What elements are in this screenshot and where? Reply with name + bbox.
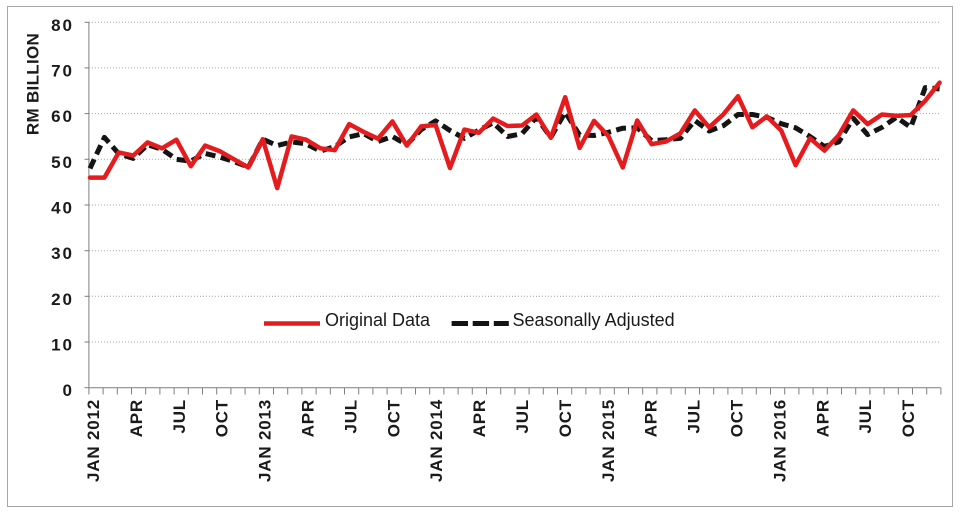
svg-text:JUL: JUL xyxy=(341,399,360,434)
svg-text:Seasonally Adjusted: Seasonally Adjusted xyxy=(513,310,675,330)
svg-text:60: 60 xyxy=(51,107,74,126)
svg-text:OCT: OCT xyxy=(899,399,918,437)
svg-text:JUL: JUL xyxy=(856,399,875,434)
svg-text:JAN 2016: JAN 2016 xyxy=(770,399,789,482)
svg-text:OCT: OCT xyxy=(556,399,575,437)
svg-text:OCT: OCT xyxy=(384,399,403,437)
svg-text:JUL: JUL xyxy=(513,399,532,434)
svg-text:APR: APR xyxy=(813,399,832,437)
svg-text:70: 70 xyxy=(51,61,74,80)
svg-text:JUL: JUL xyxy=(170,399,189,434)
svg-text:OCT: OCT xyxy=(213,399,232,437)
svg-text:10: 10 xyxy=(51,336,74,355)
svg-text:JAN 2013: JAN 2013 xyxy=(256,399,275,482)
svg-text:80: 80 xyxy=(51,16,74,35)
svg-text:JAN 2012: JAN 2012 xyxy=(84,399,103,482)
svg-text:JUL: JUL xyxy=(685,399,704,434)
svg-text:40: 40 xyxy=(51,199,74,218)
svg-text:20: 20 xyxy=(51,290,74,309)
svg-text:JAN 2014: JAN 2014 xyxy=(427,399,446,482)
svg-text:RM BILLION: RM BILLION xyxy=(24,33,43,135)
svg-text:50: 50 xyxy=(51,153,74,172)
svg-text:Original Data: Original Data xyxy=(325,310,431,330)
svg-text:30: 30 xyxy=(51,244,74,263)
svg-text:0: 0 xyxy=(63,381,74,400)
svg-text:APR: APR xyxy=(299,399,318,437)
svg-text:APR: APR xyxy=(642,399,661,437)
svg-text:OCT: OCT xyxy=(728,399,747,437)
svg-text:APR: APR xyxy=(470,399,489,437)
svg-text:JAN 2015: JAN 2015 xyxy=(599,399,618,482)
svg-text:APR: APR xyxy=(127,399,146,437)
